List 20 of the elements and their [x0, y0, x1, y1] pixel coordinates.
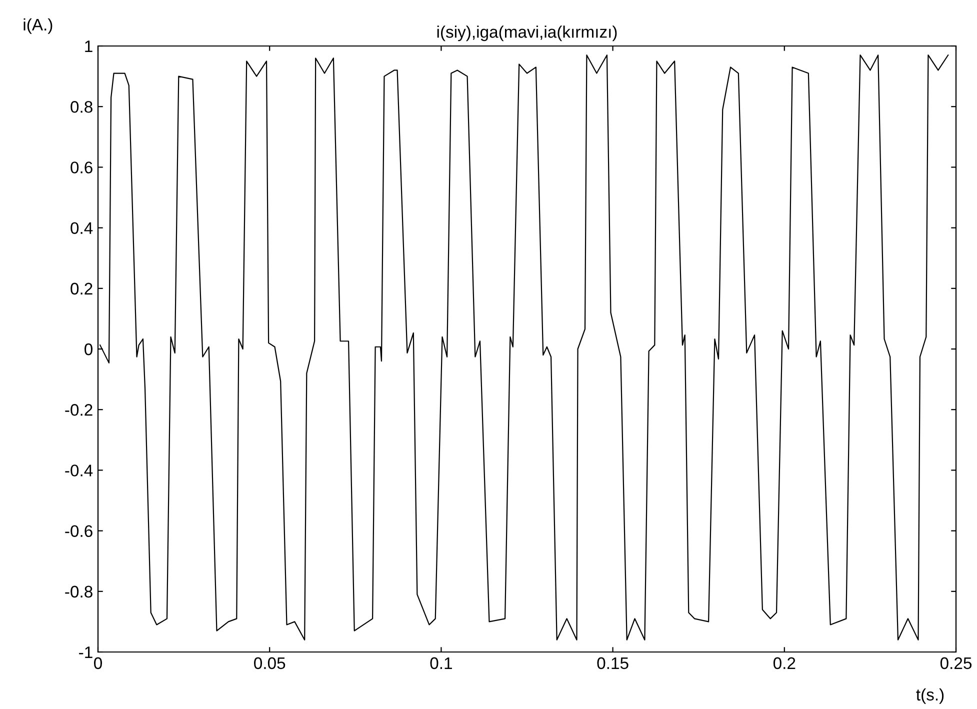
x-tick-label: 0.25	[940, 657, 972, 670]
x-tick-label: 0.05	[254, 657, 286, 670]
y-tick-label: 0.2	[70, 282, 92, 295]
y-tick-label: 0.4	[70, 222, 93, 234]
y-tick-label: -0.6	[65, 525, 92, 538]
y-tick-label: 0.6	[70, 162, 92, 174]
y-axis-title: i(A.)	[24, 18, 52, 34]
x-tick-label: 0	[94, 657, 102, 670]
y-tick-label: -0.2	[65, 404, 92, 416]
y-tick-label: 0.8	[70, 101, 92, 113]
y-tick-label: 1	[85, 40, 92, 52]
chart-title: i(siy),iga(mavi,ia(kırmızı)	[437, 26, 617, 42]
x-tick-label: 0.15	[597, 657, 628, 670]
x-axis-title: t(s.)	[916, 688, 944, 704]
x-tick-label: 0.1	[430, 657, 452, 670]
y-tick-label: -0.4	[65, 464, 93, 476]
y-tick-label: -1	[79, 646, 92, 658]
y-tick-label: 0	[84, 343, 92, 356]
y-tick-label: -0.8	[65, 586, 92, 598]
x-tick-label: 0.2	[773, 657, 796, 670]
